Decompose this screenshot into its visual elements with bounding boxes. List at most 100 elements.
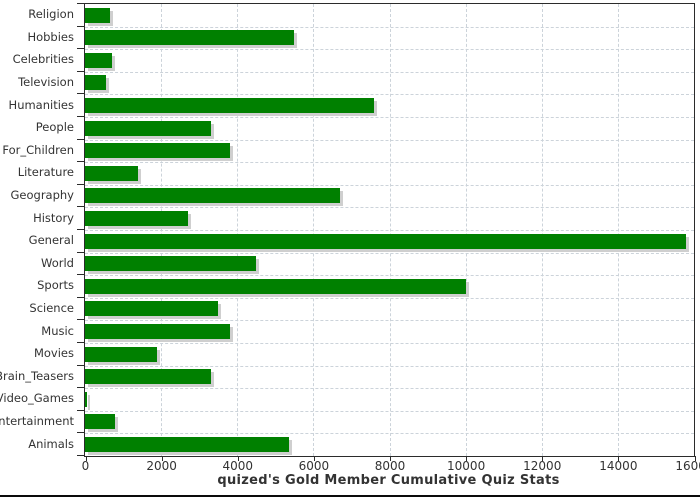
x-axis-tick [85, 456, 87, 461]
category-label-video_games: Video_Games [0, 391, 74, 406]
x-axis-tick [313, 456, 315, 461]
horizontal-gridline [85, 297, 694, 299]
category-label-for_children: For_Children [2, 142, 74, 157]
category-label-movies: Movies [33, 346, 74, 361]
bar-sports [85, 278, 466, 294]
category-label-humanities: Humanities [8, 97, 74, 112]
plot-area [84, 3, 695, 457]
y-axis-tick [77, 455, 85, 456]
y-axis-tick [77, 387, 85, 389]
y-axis-tick [77, 342, 85, 343]
bar-television [85, 75, 106, 91]
x-tick-label-2000: 2000 [146, 459, 177, 473]
y-axis-tick [77, 229, 85, 230]
category-label-hobbies: Hobbies [27, 29, 74, 44]
x-tick-label-8000: 8000 [374, 459, 406, 473]
bar-hobbies [85, 30, 295, 46]
horizontal-gridline [85, 410, 694, 412]
x-tick-label-0: 0 [81, 459, 90, 473]
y-axis-tick [77, 274, 85, 276]
horizontal-gridline [85, 275, 694, 277]
horizontal-gridline [85, 71, 694, 73]
bar-celebrities [85, 52, 112, 68]
category-label-general: General [28, 233, 74, 248]
y-axis-tick [77, 93, 85, 95]
category-label-brain_teasers: Brain_Teasers [0, 368, 74, 383]
y-axis-tick [77, 138, 85, 140]
horizontal-gridline [85, 230, 694, 231]
y-axis-tick [77, 319, 85, 321]
horizontal-gridline [85, 162, 694, 164]
bar-geography [85, 188, 341, 204]
horizontal-gridline [85, 207, 694, 209]
y-axis-tick [77, 183, 85, 185]
category-label-entertainment: Entertainment [0, 414, 74, 429]
horizontal-gridline [85, 343, 694, 344]
x-axis-tick [390, 456, 391, 461]
horizontal-gridline [85, 49, 694, 51]
y-axis-tick [77, 251, 85, 253]
horizontal-gridline [85, 139, 694, 141]
x-tick-label-10000: 10000 [447, 459, 486, 473]
bar-movies [85, 346, 158, 362]
horizontal-gridline [85, 184, 694, 186]
bar-world [85, 256, 257, 272]
category-label-people: People [35, 120, 74, 135]
y-axis-tick [77, 48, 85, 50]
horizontal-gridline [85, 320, 694, 322]
y-axis-tick [77, 25, 85, 27]
category-label-television: Television [18, 75, 74, 90]
bar-for_children [85, 143, 230, 159]
x-axis-tick [237, 456, 239, 461]
bar-history [85, 211, 188, 226]
x-axis-tick [466, 456, 468, 461]
y-axis-tick [77, 409, 85, 411]
bar-brain_teasers [85, 369, 211, 385]
horizontal-gridline [85, 117, 694, 118]
horizontal-gridline [85, 26, 694, 28]
category-label-sports: Sports [37, 278, 74, 293]
x-axis-tick [161, 456, 163, 461]
x-tick-label-6000: 6000 [298, 459, 330, 473]
category-label-music: Music [41, 323, 74, 338]
y-axis-tick [77, 161, 85, 163]
x-axis-tick [694, 456, 696, 461]
horizontal-gridline [85, 388, 694, 390]
x-tick-label-12000: 12000 [523, 459, 562, 473]
category-label-literature: Literature [17, 165, 74, 180]
y-axis-tick [77, 70, 85, 72]
x-tick-label-4000: 4000 [222, 459, 254, 473]
horizontal-gridline [85, 94, 694, 96]
category-label-animals: Animals [28, 436, 74, 451]
bar-animals [85, 437, 289, 452]
x-tick-label-14000: 14000 [599, 459, 638, 473]
bar-general [85, 233, 687, 249]
chart-title: quized's Gold Member Cumulative Quiz Sta… [217, 473, 560, 488]
category-label-science: Science [29, 301, 74, 316]
y-axis-tick [77, 3, 85, 4]
bar-science [85, 301, 219, 317]
bar-humanities [85, 98, 375, 113]
y-axis-tick [77, 364, 85, 366]
bar-people [85, 120, 211, 136]
bar-literature [85, 165, 139, 181]
category-label-geography: Geography [10, 188, 75, 203]
x-axis-tick [618, 456, 620, 461]
bar-video_games [85, 391, 87, 407]
category-label-celebrities: Celebrities [12, 52, 74, 67]
category-label-history: History [33, 210, 74, 225]
y-axis-tick [77, 296, 85, 298]
bar-entertainment [85, 414, 116, 430]
y-axis-tick [77, 432, 85, 434]
bar-music [85, 324, 230, 339]
horizontal-gridline [85, 365, 694, 367]
y-axis-tick [77, 116, 85, 117]
bar-religion [85, 7, 110, 23]
x-tick-label-16000: 16000 [675, 459, 700, 473]
x-axis-tick [542, 456, 544, 461]
y-axis-tick [77, 206, 85, 208]
horizontal-gridline [85, 252, 694, 254]
bottom-border-line [0, 495, 700, 497]
category-label-religion: Religion [28, 7, 74, 22]
